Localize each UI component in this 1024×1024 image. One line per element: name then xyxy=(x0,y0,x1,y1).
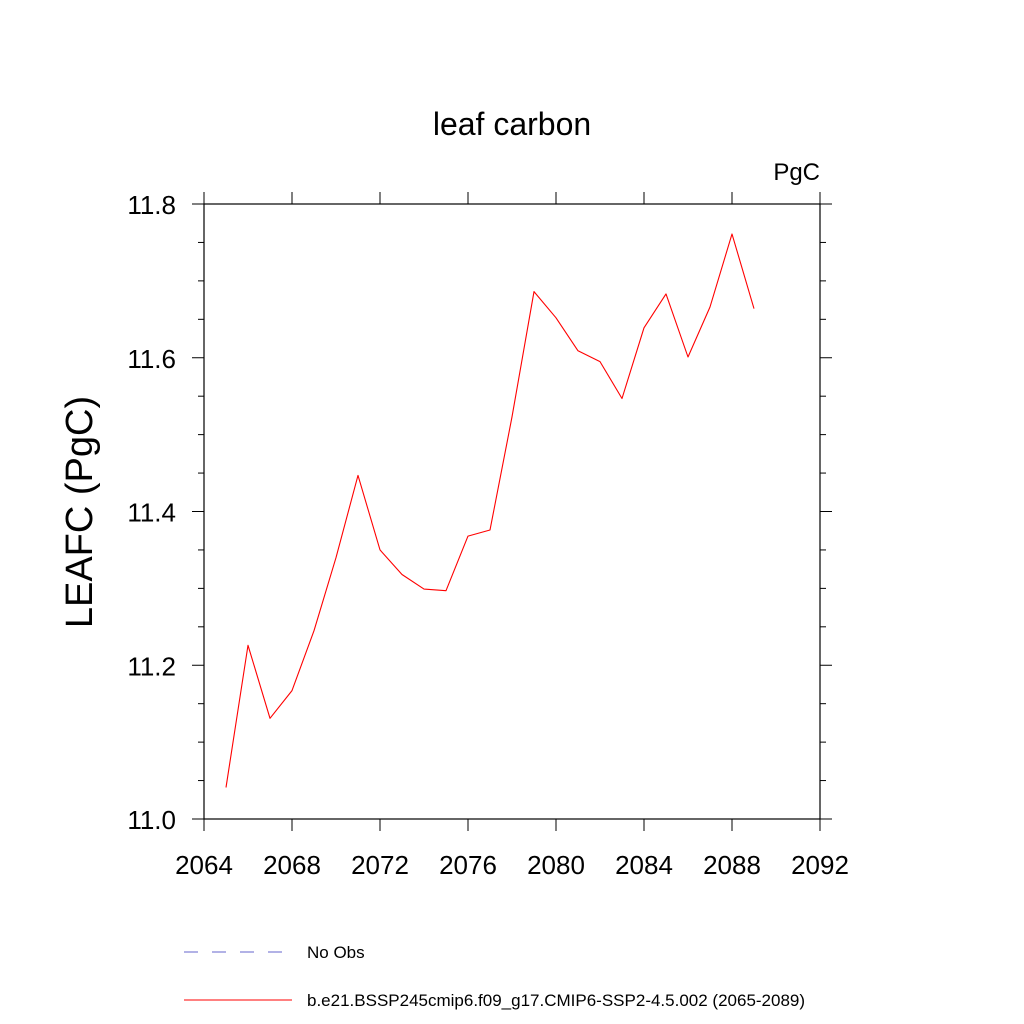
x-tick-label: 2092 xyxy=(791,850,849,880)
plot-frame xyxy=(203,203,821,820)
chart-units: PgC xyxy=(773,159,820,186)
x-tick-label: 2064 xyxy=(175,850,233,880)
y-tick-label: 11.2 xyxy=(127,651,176,681)
legend-label-no-obs: No Obs xyxy=(307,943,365,962)
series-layer xyxy=(225,233,755,788)
x-tick-label: 2080 xyxy=(527,850,585,880)
legend-label-simulation: b.e21.BSSP245cmip6.f09_g17.CMIP6-SSP2-4.… xyxy=(307,991,805,1010)
y-tick-label: 11.6 xyxy=(127,344,176,374)
x-tick-label: 2076 xyxy=(439,850,497,880)
y-axis-label: LEAFC (PgC) xyxy=(59,396,101,628)
y-tick-label: 11.4 xyxy=(127,498,176,528)
x-tick-label: 2068 xyxy=(263,850,321,880)
y-tick-label: 11.8 xyxy=(127,190,176,220)
x-tick-label: 2088 xyxy=(703,850,761,880)
y-tick-label: 11.0 xyxy=(127,805,176,835)
axis-tick-labels: 2064 2068 2072 2076 2080 2084 2088 2092 11.0 11.2… xyxy=(127,190,849,880)
axis-ticks xyxy=(192,192,832,831)
x-tick-label: 2072 xyxy=(351,850,409,880)
chart-title: leaf carbon xyxy=(433,106,591,142)
x-tick-label: 2084 xyxy=(615,850,673,880)
legend: No Obs b.e21.BSSP245cmip6.f09_g17.CMIP6-… xyxy=(184,943,805,1010)
series-line xyxy=(225,233,755,788)
